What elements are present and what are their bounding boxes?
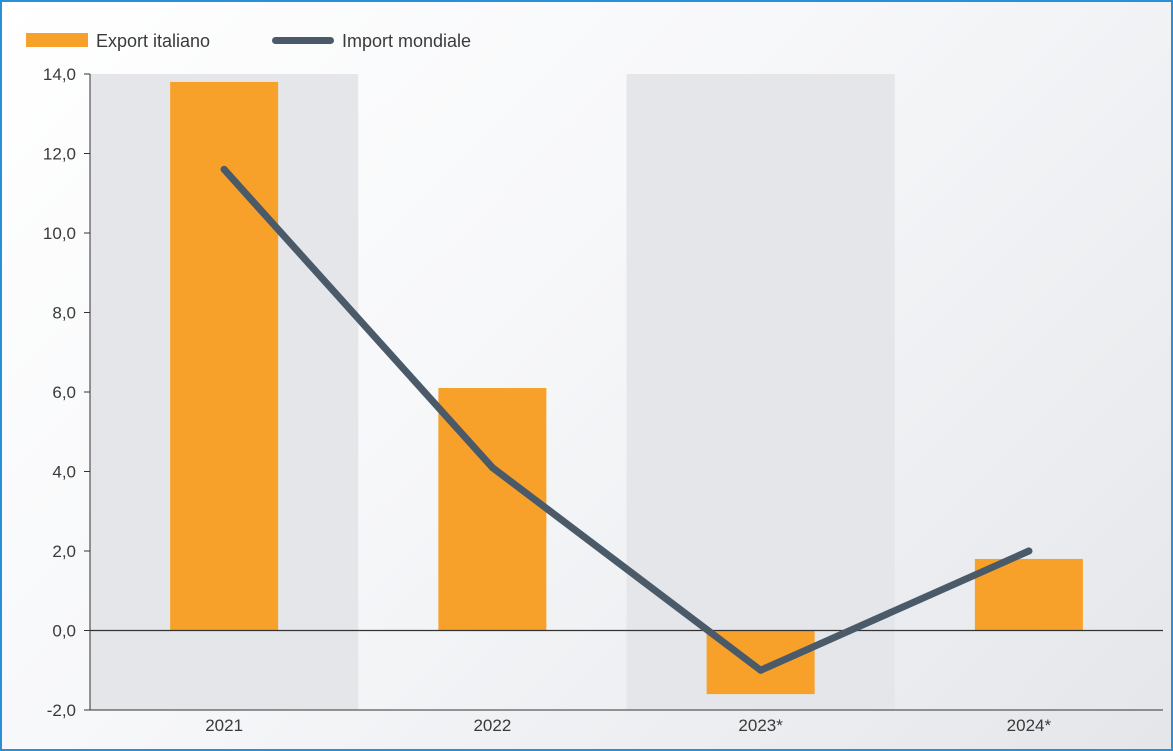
y-tick-label: 0,0 <box>52 622 76 641</box>
line-import-path <box>220 165 1033 674</box>
bar-export-3 <box>974 558 1083 631</box>
legend-label-export: Export italiano <box>96 31 210 51</box>
y-tick-label: 6,0 <box>52 383 76 402</box>
y-axis: -2,0 0,0 2,0 4,0 6,0 8,0 10,0 12,0 14,0 <box>43 65 91 720</box>
x-tick-label: 2024* <box>1007 716 1052 735</box>
x-axis: 2021 2022 2023* 2024* <box>90 709 1163 735</box>
point-import-0 <box>220 165 228 173</box>
x-tick-label: 2023* <box>738 716 783 735</box>
y-tick-label: 4,0 <box>52 463 76 482</box>
line-import <box>220 165 1033 674</box>
y-tick-label: 8,0 <box>52 304 76 323</box>
y-tick-label: 10,0 <box>43 224 76 243</box>
legend-label-import: Import mondiale <box>342 31 471 51</box>
y-tick-label: 12,0 <box>43 145 76 164</box>
y-tick-label: 14,0 <box>43 65 76 84</box>
y-tick-label: -2,0 <box>47 701 76 720</box>
point-import-2 <box>757 666 765 674</box>
point-import-3 <box>1025 547 1033 555</box>
x-tick-label: 2021 <box>205 716 243 735</box>
point-import-1 <box>488 464 496 472</box>
bar-export-0 <box>170 81 279 631</box>
legend-swatch-export <box>26 33 88 47</box>
legend: Export italiano Import mondiale <box>26 31 471 51</box>
legend-swatch-import <box>272 37 334 44</box>
x-tick-label: 2022 <box>473 716 511 735</box>
band-2 <box>626 74 895 710</box>
y-tick-label: 2,0 <box>52 542 76 561</box>
